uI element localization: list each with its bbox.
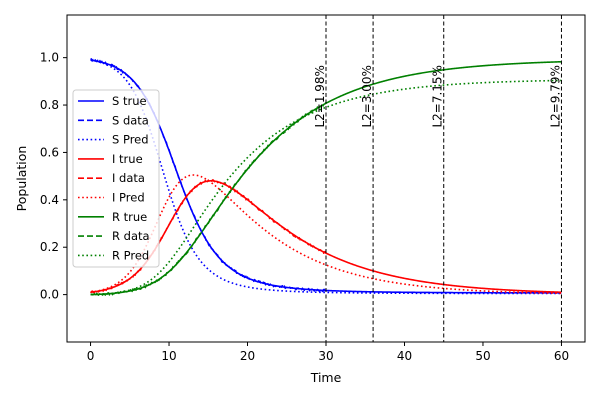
legend-box [72,89,160,268]
legend-label-i-data: I data [112,171,145,185]
ticks-layer: 0 10 20 30 40 50 60 0.0 0.2 0.4 0.6 0.8 1.0 [40,51,569,363]
legend-label-i-true: I true [112,152,143,166]
vertical-line-label-3: L2=7.15% [431,65,445,128]
x-tick-label: 50 [475,349,490,363]
x-tick-label: 60 [554,349,569,363]
x-tick-label: 40 [397,349,412,363]
vertical-line-label-4: L2=9.79% [548,65,562,128]
y-tick-label: 0.4 [40,193,59,207]
legend-label-s-pred: S Pred [112,133,149,147]
x-tick-label: 30 [318,349,333,363]
vertical-lines-layer: L2=1.98% L2=3.00% L2=7.15% L2=9.79% [313,15,562,342]
series-r-pred [90,79,562,296]
y-tick-label: 1.0 [40,51,59,65]
y-tick-label: 0.2 [40,240,59,254]
series-s-pred [90,59,562,295]
legend-label-s-data: S data [112,113,149,127]
x-axis-label: Time [310,370,342,385]
legend-label-s-true: S true [112,94,147,108]
legend: S true S data S Pred I true I data I Pred R tr… [72,89,160,268]
series-s-data [90,58,327,293]
series-i-data [90,179,327,294]
legend-label-i-pred: I Pred [112,191,145,205]
vertical-line-label-2: L2=3.00% [360,65,374,128]
legend-label-r-true: R true [112,210,147,224]
vertical-line-label-1: L2=1.98% [313,65,327,128]
legend-label-r-data: R data [112,229,150,243]
y-tick-label: 0.0 [40,288,59,302]
series-r-data [90,102,327,297]
y-axis-label: Population [14,146,29,212]
y-tick-label: 0.6 [40,145,59,159]
x-tick-label: 10 [161,349,176,363]
y-tick-label: 0.8 [40,98,59,112]
legend-label-r-pred: R Pred [112,248,149,262]
x-tick-label: 0 [87,349,95,363]
x-tick-label: 20 [240,349,255,363]
